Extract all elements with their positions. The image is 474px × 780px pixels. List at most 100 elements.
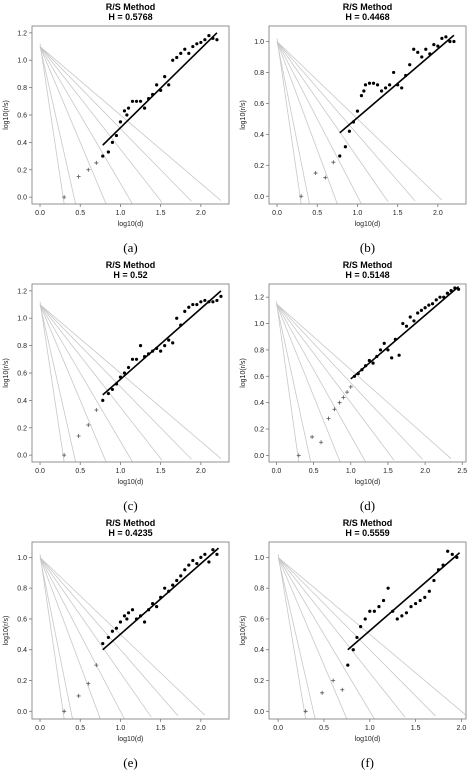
fit-line [347,552,461,651]
data-point [101,154,105,158]
data-point [211,548,215,552]
data-point [130,608,135,612]
data-point [203,38,207,42]
y-tick-label: 0.0 [254,709,264,716]
chart-subtitle: H = 0.5559 [345,528,389,538]
guide-line [39,304,222,459]
data-point [355,109,360,113]
data-point [110,387,115,392]
data-point [130,357,135,361]
guide-line [276,301,300,462]
data-point [378,348,383,352]
chart-subtitle: H = 0.5768 [108,12,152,22]
x-tick-label: 0.0 [35,468,45,475]
cross-point [337,400,342,405]
data-point [343,145,347,149]
data-point [408,63,412,67]
data-point [347,129,352,133]
guide-line [276,303,366,462]
fit-line [102,32,218,146]
panel-caption: (d) [360,498,375,513]
guide-line [39,557,101,719]
y-tick-label: 0.6 [17,113,27,120]
y-tick-label: 1.0 [254,555,264,562]
y-tick-label: 0.4 [254,400,264,407]
y-tick-label: 1.0 [254,39,264,46]
x-tick-label: 2.5 [457,468,467,475]
data-point [416,50,420,54]
guide-line [276,303,452,460]
data-point [386,586,390,590]
data-point [155,83,159,87]
data-point [187,51,191,55]
guide-line [39,46,77,204]
data-point [125,617,129,621]
y-tick-label: 0.2 [17,167,27,174]
data-point [215,552,219,556]
guide-lines [39,301,222,462]
y-tick-label: 0.6 [254,101,264,108]
guide-line [277,557,406,718]
data-point [448,39,452,44]
data-point [424,47,428,51]
data-point [106,635,110,640]
y-tick-label: 0.0 [254,194,264,201]
data-point [195,561,199,566]
cross-point [86,167,91,172]
y-tick-label: 0.2 [17,425,27,432]
panel-caption: (b) [360,240,375,255]
data-point [171,583,175,587]
data-point [126,365,131,370]
y-tick-label: 0.4 [254,132,264,139]
guide-line [277,554,307,719]
guide-line [39,554,65,719]
data-point [404,324,409,328]
chart-subtitle: H = 0.5148 [345,270,389,280]
data-point [395,617,399,621]
cross-point [94,663,99,668]
y-tick-label: 0.4 [17,398,27,405]
x-axis-label: log10(d) [118,736,144,743]
data-point [122,371,127,375]
data-point [386,348,390,352]
data-point [427,303,431,307]
guide-line [276,303,312,462]
data-point [183,568,187,572]
x-tick-label: 0.0 [273,725,283,732]
data-point [171,58,175,62]
x-axis-label: log10(d) [118,479,144,486]
y-tick-label: 1.2 [17,288,27,295]
x-tick-label: 2.0 [196,210,206,217]
data-point [383,86,388,90]
cross-point [76,433,81,438]
data-point [215,38,219,42]
data-point [134,99,139,103]
y-tick-label: 0.6 [254,616,264,623]
data-point [423,595,427,600]
guide-line [276,41,362,204]
y-tick-label: 0.2 [17,678,27,685]
plot-frame [31,541,230,720]
guide-line [39,557,125,719]
data-point [101,398,105,402]
cross-point [319,440,324,445]
guide-lines [276,38,443,204]
data-point [130,99,135,103]
data-point [199,300,203,304]
guide-line [39,304,163,461]
x-axis-label: log10(d) [355,221,381,228]
guide-line [39,304,133,462]
data-point [199,40,203,45]
data-point [114,133,119,138]
x-tick-label: 1.0 [116,468,126,475]
data-point [195,42,199,46]
data-point [430,302,435,306]
data-point [203,298,207,303]
data-point [191,302,195,307]
data-point [416,311,420,315]
data-point [351,648,355,652]
guide-line [39,43,65,204]
x-tick-label: 1.5 [156,725,166,732]
data-point [138,99,143,103]
